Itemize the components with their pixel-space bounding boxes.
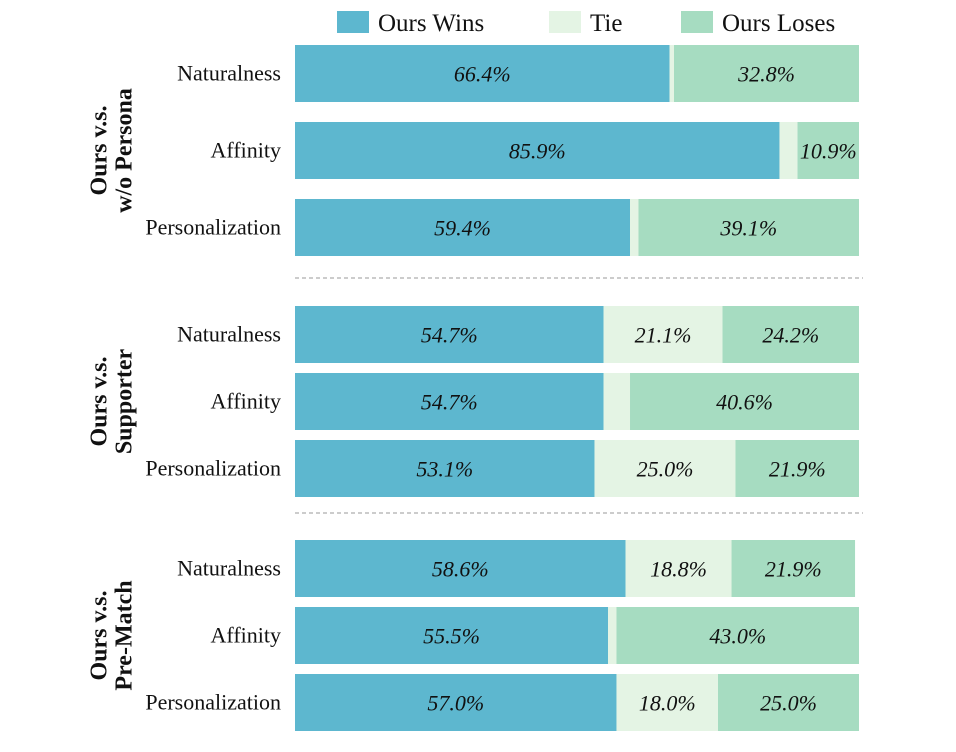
group-1: Ours v.s.w/o Persona Naturalness 66.4% 32.8…	[86, 45, 859, 256]
value-label: 55.5%	[423, 624, 480, 649]
group-label: Ours v.s.w/o Persona	[86, 88, 137, 213]
bar-segment-ours-wins	[295, 540, 626, 597]
value-label: 21.1%	[635, 323, 692, 348]
bar-segment-ours-loses	[674, 45, 859, 102]
group-2: Ours v.s.Supporter Naturalness 54.7% 21.1% 2…	[86, 306, 859, 497]
value-label: 40.6%	[716, 390, 773, 415]
category-label: Personalization	[145, 690, 281, 715]
value-label: 58.6%	[432, 557, 489, 582]
value-label: 24.2%	[762, 323, 819, 348]
bar-row-affinity: Affinity 55.5% 43.0%	[211, 607, 859, 664]
bar-row-affinity: Affinity 85.9% 10.9%	[211, 122, 859, 179]
bar-row-personalization: Personalization 57.0% 18.0% 25.0%	[145, 674, 859, 731]
category-label: Personalization	[145, 456, 281, 481]
bar-segment-ours-loses	[731, 540, 856, 597]
value-label: 57.0%	[427, 691, 484, 716]
value-label: 21.9%	[769, 457, 826, 482]
category-label: Personalization	[145, 215, 281, 240]
bar-segment-tie	[603, 306, 723, 363]
group-label-line: Ours v.s.	[86, 105, 112, 195]
group-label-line: w/o Persona	[112, 88, 138, 213]
group-label-line: Ours v.s.	[86, 590, 112, 680]
value-label: 85.9%	[509, 139, 566, 164]
value-label: 18.8%	[650, 557, 707, 582]
value-label: 53.1%	[416, 457, 473, 482]
legend-swatch-ours-wins	[337, 11, 369, 33]
bar-row-naturalness: Naturalness 54.7% 21.1% 24.2%	[177, 306, 859, 363]
value-label: 59.4%	[434, 216, 491, 241]
group-label: Ours v.s.Supporter	[86, 348, 137, 454]
bar-segment-ours-loses	[722, 306, 859, 363]
bar-segment-ours-loses	[735, 440, 859, 497]
bar-segment-tie	[616, 674, 718, 731]
bar-segment-ours-wins	[295, 306, 604, 363]
bar-segment-ours-loses	[638, 199, 859, 256]
bar-segment-tie	[779, 122, 798, 179]
legend: Ours Wins Tie Ours Loses	[337, 10, 835, 37]
bar-row-naturalness: Naturalness 58.6% 18.8% 21.9%	[177, 540, 856, 597]
group-3: Ours v.s.Pre-Match Naturalness 58.6% 18.8% 2…	[86, 540, 859, 731]
value-label: 25.0%	[637, 457, 694, 482]
value-label: 18.0%	[639, 691, 696, 716]
bar-segment-ours-loses	[630, 373, 859, 430]
bar-segment-ours-loses	[797, 122, 859, 179]
bar-segment-tie	[630, 199, 639, 256]
legend-swatch-ours-loses	[681, 11, 713, 33]
bar-segment-ours-wins	[295, 373, 604, 430]
group-label-line: Supporter	[112, 348, 138, 454]
bar-segment-ours-wins	[295, 199, 631, 256]
value-label: 25.0%	[760, 691, 817, 716]
bar-segment-ours-wins	[295, 122, 780, 179]
bar-segment-ours-wins	[295, 440, 595, 497]
bar-segment-ours-wins	[295, 45, 670, 102]
bar-row-naturalness: Naturalness 66.4% 32.8%	[177, 45, 859, 102]
bar-segment-ours-wins	[295, 607, 609, 664]
category-label: Affinity	[211, 623, 281, 648]
bar-segment-ours-loses	[616, 607, 859, 664]
category-label: Naturalness	[177, 61, 281, 86]
group-label: Ours v.s.Pre-Match	[86, 580, 137, 690]
value-label: 54.7%	[421, 323, 478, 348]
bar-segment-tie	[594, 440, 736, 497]
group-label-line: Ours v.s.	[86, 356, 112, 446]
bar-row-affinity: Affinity 54.7% 40.6%	[211, 373, 859, 430]
bar-segment-ours-wins	[295, 674, 617, 731]
legend-label-ours-wins: Ours Wins	[378, 10, 484, 37]
value-label: 32.8%	[737, 62, 795, 87]
bar-segment-ours-loses	[718, 674, 859, 731]
legend-swatch-tie	[549, 11, 581, 33]
group-label-line: Pre-Match	[112, 580, 138, 690]
value-label: 54.7%	[421, 390, 478, 415]
bar-segment-tie	[625, 540, 732, 597]
bar-segment-tie	[669, 45, 675, 102]
bar-row-personalization: Personalization 53.1% 25.0% 21.9%	[145, 440, 859, 497]
category-label: Affinity	[211, 389, 281, 414]
bar-row-personalization: Personalization 59.4% 39.1%	[145, 199, 859, 256]
value-label: 10.9%	[800, 139, 857, 164]
category-label: Naturalness	[177, 556, 281, 581]
value-label: 43.0%	[709, 624, 766, 649]
legend-label-tie: Tie	[590, 10, 622, 37]
value-label: 21.9%	[765, 557, 822, 582]
legend-label-ours-loses: Ours Loses	[722, 10, 835, 37]
category-label: Naturalness	[177, 322, 281, 347]
value-label: 39.1%	[719, 216, 777, 241]
category-label: Affinity	[211, 138, 281, 163]
bar-segment-tie	[608, 607, 617, 664]
bar-segment-tie	[603, 373, 631, 430]
value-label: 66.4%	[454, 62, 511, 87]
